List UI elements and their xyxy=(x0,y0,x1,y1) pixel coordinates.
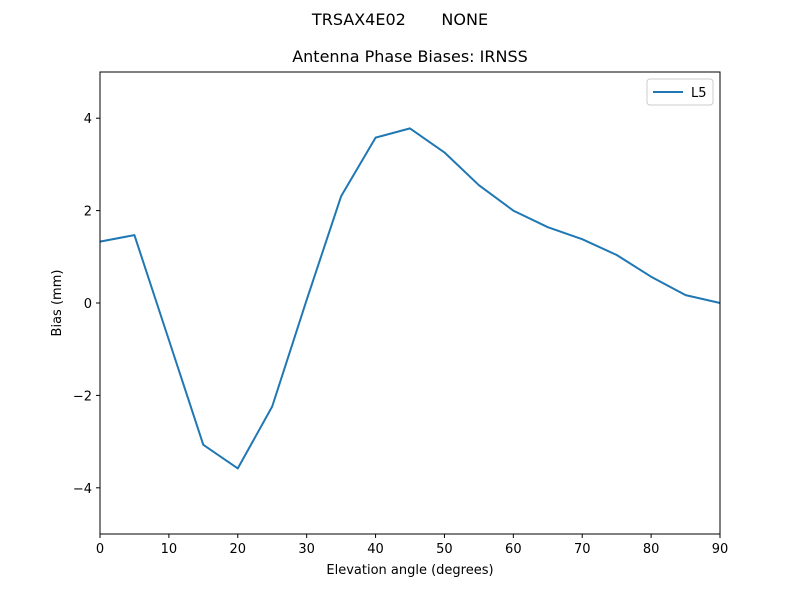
y-tick-label: 2 xyxy=(84,205,92,220)
figure-suptitle: TRSAX4E02 NONE xyxy=(311,10,489,29)
x-tick-label: 40 xyxy=(367,542,384,557)
x-tick-label: 20 xyxy=(230,542,247,557)
x-tick-label: 50 xyxy=(436,542,453,557)
x-tick-label: 10 xyxy=(161,542,178,557)
y-tick-label: −2 xyxy=(73,389,92,404)
x-tick-label: 60 xyxy=(505,542,522,557)
y-axis-ticks: −4 −2 0 2 4 xyxy=(73,112,100,497)
series-line-group xyxy=(99,127,721,470)
y-tick-label: 0 xyxy=(84,297,92,312)
y-tick-label: 4 xyxy=(84,112,92,127)
legend-entry-label: L5 xyxy=(691,86,707,101)
x-tick-label: 80 xyxy=(643,542,660,557)
y-tick-label: −4 xyxy=(73,482,92,497)
x-tick-label: 70 xyxy=(574,542,591,557)
x-axis-ticks: 0 10 20 30 40 50 60 70 80 90 xyxy=(96,534,728,557)
legend: L5 xyxy=(646,78,714,106)
plot-frame xyxy=(99,71,721,535)
series-line-L5 xyxy=(99,127,721,470)
y-axis-label: Bias (mm) xyxy=(50,270,65,337)
x-tick-label: 90 xyxy=(712,542,729,557)
x-axis-label: Elevation angle (degrees) xyxy=(326,563,493,578)
x-tick-label: 30 xyxy=(298,542,315,557)
chart-title: Antenna Phase Biases: IRNSS xyxy=(292,47,528,66)
x-tick-label: 0 xyxy=(96,542,104,557)
